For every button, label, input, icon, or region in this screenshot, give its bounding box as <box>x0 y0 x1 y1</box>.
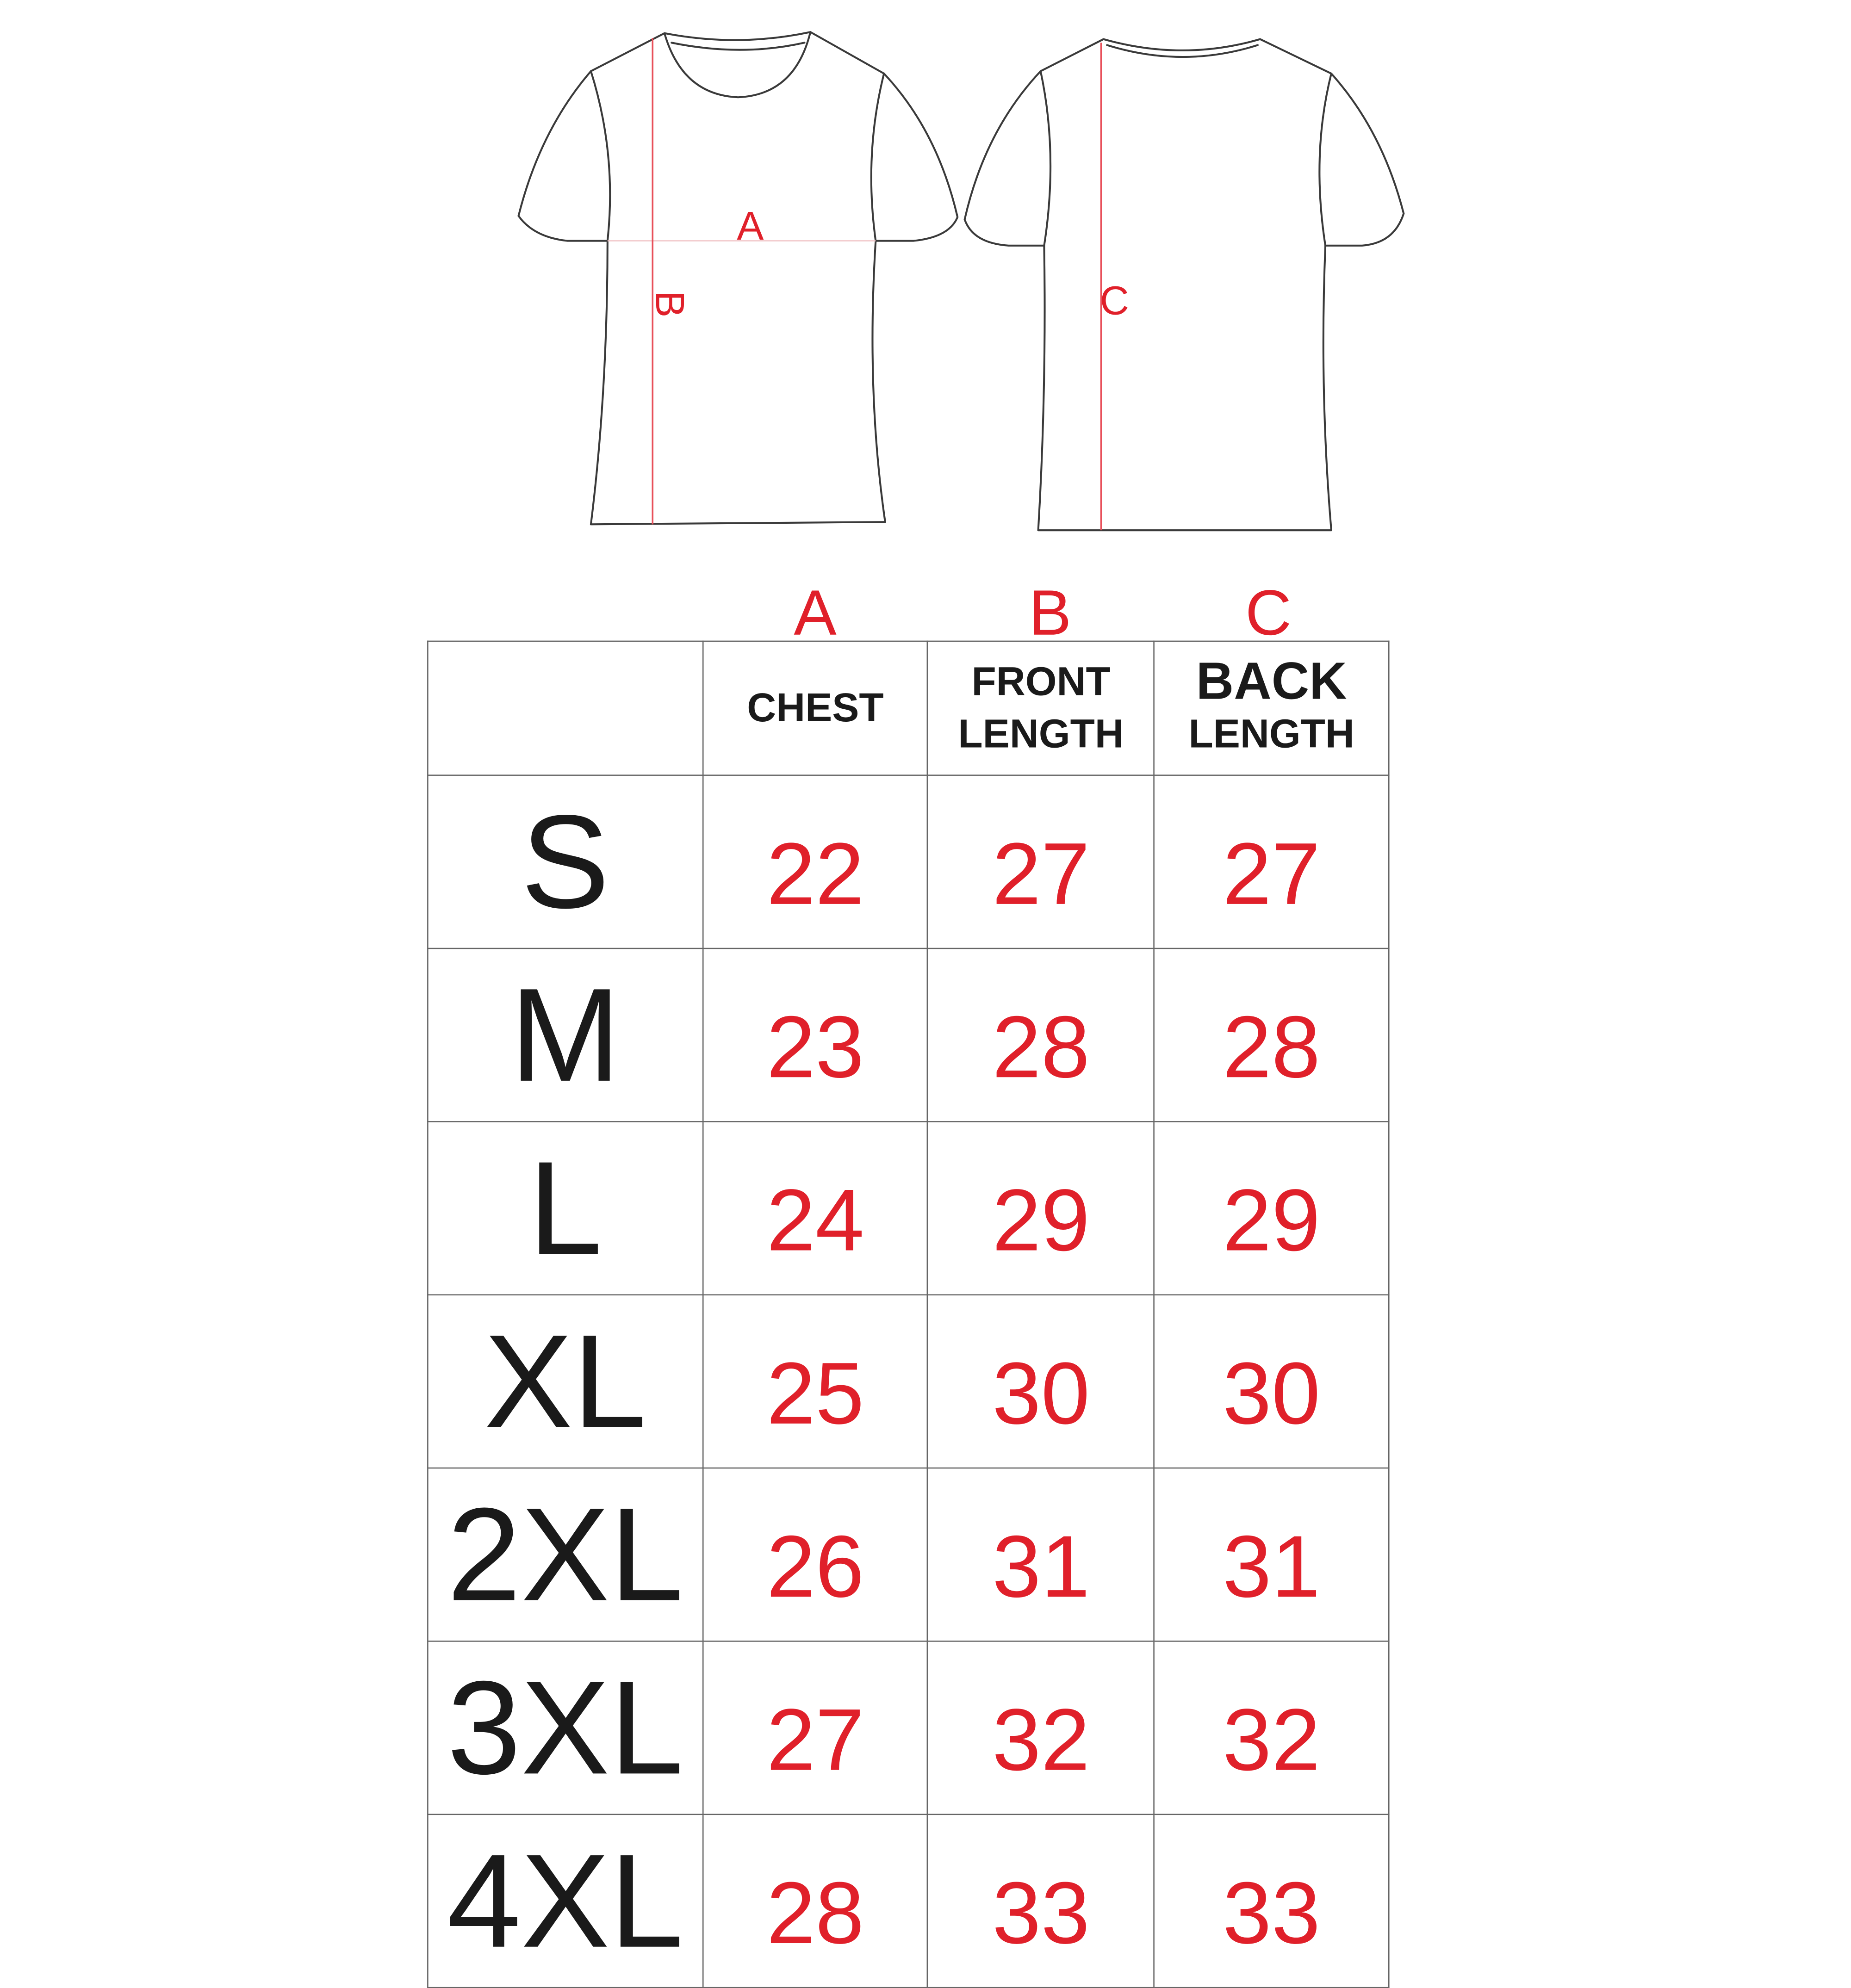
size-chart: A B C A B C CHEST FRONT LENGTH BACK LENGTH… <box>427 31 1405 1988</box>
tshirt-diagrams: A B C <box>517 31 1405 532</box>
header-empty-cell <box>427 640 704 776</box>
size-cell: 3XL <box>427 1641 704 1815</box>
header-front-line2: LENGTH <box>958 712 1124 757</box>
chest-marker-label: A <box>737 204 764 248</box>
back-length-cell: 30 <box>1153 1294 1390 1469</box>
size-cell: L <box>427 1121 704 1295</box>
size-cell: M <box>427 948 704 1122</box>
front-length-cell: 31 <box>927 1467 1155 1642</box>
chest-cell: 28 <box>702 1814 929 1988</box>
back-length-marker-label: C <box>1100 278 1129 323</box>
size-cell: 2XL <box>427 1467 704 1642</box>
header-back-line1: BACK <box>1196 652 1347 711</box>
back-length-cell: 32 <box>1153 1641 1390 1815</box>
front-length-cell: 27 <box>927 774 1155 949</box>
column-letter-b: B <box>1029 577 1072 649</box>
header-chest-label: CHEST <box>747 686 884 731</box>
back-tshirt-illustration: C <box>963 38 1405 532</box>
front-length-cell: 30 <box>927 1294 1155 1469</box>
column-letter-c: C <box>1245 577 1292 649</box>
back-length-cell: 28 <box>1153 948 1390 1122</box>
column-letter-a: A <box>794 577 837 649</box>
back-length-cell: 27 <box>1153 774 1390 949</box>
table-row: XL 25 30 30 <box>427 1294 1390 1469</box>
front-tshirt-illustration: A B <box>517 31 959 526</box>
front-length-cell: 32 <box>927 1641 1155 1815</box>
back-length-cell: 33 <box>1153 1814 1390 1988</box>
table-row: S 22 27 27 <box>427 774 1390 949</box>
header-front-line1: FRONT <box>971 659 1111 705</box>
size-cell: XL <box>427 1294 704 1469</box>
header-front-length: FRONT LENGTH <box>927 640 1155 776</box>
chest-cell: 25 <box>702 1294 929 1469</box>
table-header-row: CHEST FRONT LENGTH BACK LENGTH <box>427 640 1390 776</box>
front-length-cell: 28 <box>927 948 1155 1122</box>
size-cell: S <box>427 774 704 949</box>
back-length-cell: 29 <box>1153 1121 1390 1295</box>
table-row: 4XL 28 33 33 <box>427 1814 1390 1988</box>
header-chest: CHEST <box>702 640 929 776</box>
chest-cell: 22 <box>702 774 929 949</box>
size-cell: 4XL <box>427 1814 704 1988</box>
header-back-line2: LENGTH <box>1188 712 1354 757</box>
table-row: 2XL 26 31 31 <box>427 1467 1390 1642</box>
table-row: M 23 28 28 <box>427 948 1390 1122</box>
front-length-cell: 29 <box>927 1121 1155 1295</box>
table-row: 3XL 27 32 32 <box>427 1641 1390 1815</box>
header-back-length: BACK LENGTH <box>1153 640 1390 776</box>
back-length-cell: 31 <box>1153 1467 1390 1642</box>
chest-cell: 26 <box>702 1467 929 1642</box>
chest-cell: 23 <box>702 948 929 1122</box>
chest-cell: 27 <box>702 1641 929 1815</box>
chest-cell: 24 <box>702 1121 929 1295</box>
front-length-marker-label: B <box>647 291 692 317</box>
front-length-cell: 33 <box>927 1814 1155 1988</box>
table-row: L 24 29 29 <box>427 1121 1390 1295</box>
size-table: CHEST FRONT LENGTH BACK LENGTH S 22 27 27 M 23 2… <box>427 640 1390 1988</box>
